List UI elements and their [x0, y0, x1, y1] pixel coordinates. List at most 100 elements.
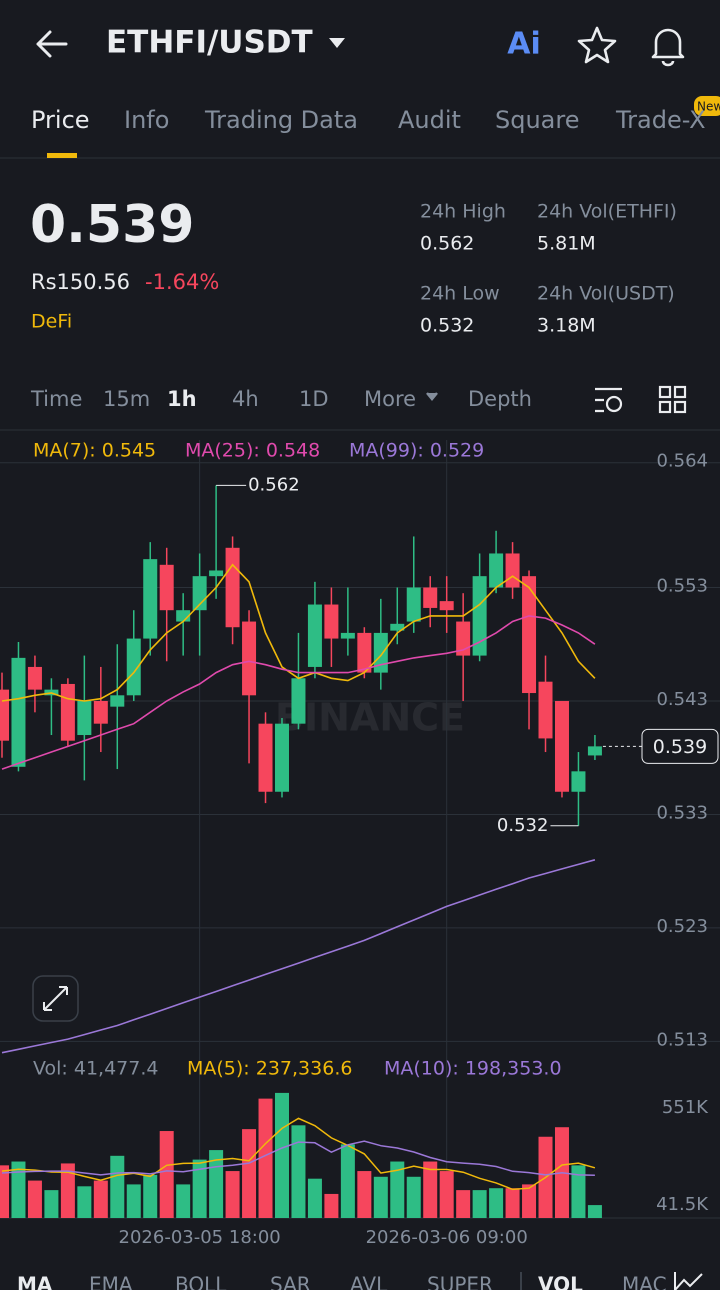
last-price: 0.539 — [30, 195, 194, 255]
volume-bar — [27, 1180, 42, 1218]
pair-dropdown[interactable] — [329, 38, 345, 48]
volume-bar — [60, 1163, 75, 1218]
back-button[interactable] — [36, 30, 68, 58]
candle-body — [522, 576, 537, 694]
y-tick-label: 551K — [662, 1097, 709, 1118]
indicator-tab[interactable]: MAC — [622, 1273, 667, 1290]
stat-label: 24h High — [420, 201, 506, 223]
tab[interactable]: Trading Data — [204, 106, 358, 134]
ma-line — [1, 1117, 596, 1191]
last-price-box — [641, 728, 719, 764]
volume-bar — [126, 1184, 141, 1218]
volume-bar — [423, 1161, 438, 1218]
volume-bar — [176, 1184, 191, 1218]
indicator-tab[interactable]: AVL — [350, 1273, 388, 1290]
indicator-tab[interactable]: SAR — [270, 1273, 311, 1290]
candle-body — [571, 771, 586, 792]
candle-body — [340, 632, 355, 639]
y-tick-label: 0.564 — [656, 451, 708, 472]
category-tag[interactable]: DeFi — [31, 311, 72, 333]
y-tick-label: 0.543 — [656, 689, 708, 710]
tab[interactable]: Info — [124, 106, 169, 134]
volume-bar — [406, 1176, 421, 1218]
candle-body — [143, 559, 158, 639]
volume-bar — [489, 1188, 504, 1218]
candle-body — [456, 621, 471, 656]
new-badge: New — [697, 100, 720, 114]
y-tick-label: 0.553 — [656, 576, 708, 597]
interval-tab[interactable]: 15m — [103, 387, 150, 411]
interval-tab[interactable]: Time — [30, 387, 82, 411]
volume-bar — [11, 1161, 26, 1218]
volume-bar — [159, 1131, 174, 1218]
candle-body — [291, 678, 306, 724]
candle-body — [258, 723, 273, 792]
indicator-tab[interactable]: BOLL — [175, 1273, 227, 1290]
x-tick-label: 2026-03-06 09:00 — [366, 1227, 528, 1248]
volume-bar — [472, 1190, 487, 1218]
volume-bar — [0, 1165, 9, 1218]
candle-body — [406, 587, 421, 622]
tab[interactable]: Price — [31, 106, 90, 134]
candle-body — [0, 689, 9, 741]
legend-entry: Vol: 41,477.4 — [33, 1058, 158, 1080]
y-tick-label: 41.5K — [656, 1194, 709, 1215]
candle-body — [176, 610, 191, 622]
interval-tab[interactable]: 1D — [299, 387, 329, 411]
volume-bar — [44, 1190, 59, 1218]
notifications-bell[interactable] — [651, 28, 685, 67]
y-tick-label: 0.513 — [656, 1029, 708, 1050]
pair-title[interactable]: ETHFI/USDT — [106, 25, 313, 61]
candle-body — [11, 657, 26, 767]
favorite-star[interactable] — [577, 26, 617, 64]
volume-bar — [258, 1098, 273, 1218]
interval-tab[interactable]: Depth — [468, 387, 532, 411]
layout-icon[interactable] — [658, 385, 687, 414]
volume-bar — [373, 1176, 388, 1218]
candle-body — [324, 604, 339, 639]
volume-bar — [439, 1171, 454, 1218]
x-tick-label: 2026-03-05 18:00 — [119, 1227, 281, 1248]
indicator-tab[interactable]: EMA — [89, 1273, 133, 1290]
interval-tab[interactable]: 1h — [167, 387, 197, 411]
volume-bar — [242, 1129, 257, 1218]
legend-entry: MA(5): 237,336.6 — [187, 1058, 352, 1080]
interval-tab[interactable]: 4h — [232, 387, 259, 411]
candle-body — [209, 570, 224, 577]
interval-tab[interactable]: More — [364, 387, 416, 411]
volume-bar — [110, 1155, 125, 1218]
chart-settings-icon[interactable] — [595, 387, 623, 413]
tab[interactable]: Audit — [398, 106, 461, 134]
candle-body — [274, 723, 289, 792]
candle-body — [225, 547, 240, 628]
volume-bar — [143, 1174, 158, 1218]
candle-body — [472, 576, 487, 656]
new-badge-bg — [694, 96, 720, 116]
candle-body — [77, 700, 92, 736]
candle-body — [505, 553, 520, 588]
indicator-tab[interactable]: SUPER — [427, 1273, 493, 1290]
tab[interactable]: Trade-X — [615, 106, 706, 134]
candle-body — [538, 681, 553, 739]
indicator-tab[interactable]: VOL — [538, 1273, 583, 1290]
more-caret — [426, 392, 438, 401]
stat-value: 0.532 — [420, 315, 474, 337]
indicator-settings[interactable] — [674, 1272, 703, 1290]
ai-button[interactable]: Ai — [507, 27, 541, 62]
candle-body — [60, 683, 75, 741]
legend-entry: MA(99): 0.529 — [349, 440, 484, 462]
candle-body — [307, 604, 322, 667]
indicator-tab[interactable]: MA — [17, 1273, 53, 1290]
candle-body — [423, 587, 438, 608]
candle-body — [390, 623, 405, 631]
ma-line — [1, 859, 596, 1054]
volume-bar — [77, 1186, 92, 1218]
volume-bar — [522, 1184, 537, 1218]
tab[interactable]: Square — [495, 106, 580, 134]
candle-body — [357, 632, 372, 673]
y-tick-label: 0.533 — [656, 802, 708, 823]
volume-bar — [571, 1165, 586, 1218]
candle-body — [439, 601, 454, 611]
candle-body — [110, 695, 125, 707]
